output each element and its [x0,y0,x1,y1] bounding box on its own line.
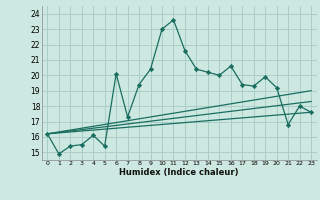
X-axis label: Humidex (Indice chaleur): Humidex (Indice chaleur) [119,168,239,177]
